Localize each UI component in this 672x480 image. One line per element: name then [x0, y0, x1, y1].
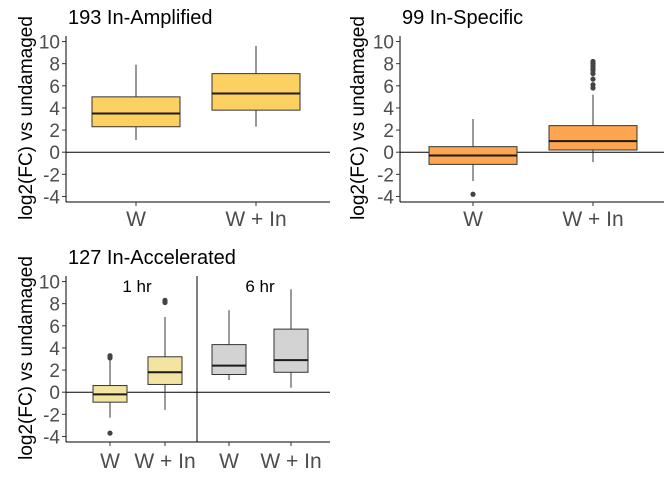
- x-tick-label: W: [126, 208, 146, 231]
- y-tick-label: 0: [49, 383, 60, 404]
- chart-title: 99 In-Specific: [402, 7, 523, 29]
- outlier-point: [590, 58, 596, 65]
- box-2: [548, 58, 638, 163]
- box-1: [428, 119, 518, 197]
- y-tick-label: 8: [383, 55, 394, 76]
- box-body: [211, 344, 247, 375]
- y-tick-label: 6: [49, 77, 60, 98]
- y-tick-label: -2: [43, 405, 60, 426]
- box-1: [92, 353, 128, 436]
- box-2: [147, 297, 183, 410]
- chart-panel-1: 193 In-Amplified log2(FC) vs undamaged -4-…: [16, 7, 330, 231]
- y-tick-label: 6: [383, 77, 394, 98]
- y-tick-label: 4: [383, 99, 394, 120]
- y-tick-label: 0: [383, 143, 394, 164]
- x-tick-label: W: [219, 450, 239, 473]
- y-tick-label: -4: [43, 187, 60, 208]
- box-3: [211, 310, 247, 381]
- y-axis-label: log2(FC) vs undamaged: [16, 256, 37, 460]
- chart-title: 127 In-Accelerated: [68, 247, 236, 269]
- y-axis-label: log2(FC) vs undamaged: [16, 16, 37, 220]
- box-body: [147, 356, 183, 385]
- box-body: [548, 125, 638, 151]
- chart-panel-2: 99 In-Specific log2(FC) vs undamaged -4-20…: [348, 7, 664, 231]
- x-tick-label: W + In: [134, 450, 195, 473]
- facet-label: 1 hr: [122, 277, 152, 296]
- facet-label: 6 hr: [245, 277, 275, 296]
- outlier-point: [470, 191, 476, 197]
- y-tick-label: 10: [39, 273, 60, 294]
- y-tick-label: 0: [49, 143, 60, 164]
- outlier-point: [590, 82, 596, 88]
- y-tick-label: -2: [43, 165, 60, 186]
- y-tick-label: 10: [373, 33, 394, 54]
- box-1: [91, 64, 181, 141]
- y-tick-label: 2: [383, 121, 394, 142]
- box-body: [273, 328, 309, 373]
- x-tick-label: W + In: [225, 208, 286, 231]
- outlier-point: [162, 297, 168, 303]
- y-tick-label: 6: [49, 317, 60, 338]
- y-tick-label: 8: [49, 295, 60, 316]
- y-tick-label: -4: [43, 427, 60, 448]
- y-axis-label: log2(FC) vs undamaged: [348, 16, 369, 220]
- box-body: [211, 73, 301, 111]
- box-4: [273, 289, 309, 388]
- x-tick-label: W + In: [260, 450, 321, 473]
- outlier-point: [590, 76, 596, 82]
- y-tick-label: 4: [49, 99, 60, 120]
- y-tick-label: 8: [49, 55, 60, 76]
- outlier-point: [107, 353, 113, 359]
- y-tick-label: 2: [49, 121, 60, 142]
- x-tick-label: W: [463, 208, 483, 231]
- x-tick-label: W: [100, 450, 120, 473]
- y-tick-label: -4: [377, 187, 394, 208]
- outlier-point: [107, 430, 113, 436]
- y-tick-label: 4: [49, 339, 60, 360]
- y-tick-label: 10: [39, 33, 60, 54]
- box-2: [211, 45, 301, 127]
- chart-panel-3: 127 In-Accelerated log2(FC) vs undamaged -…: [16, 247, 330, 473]
- box-body: [91, 96, 181, 128]
- chart-title: 193 In-Amplified: [68, 7, 213, 29]
- y-tick-label: 2: [49, 361, 60, 382]
- x-tick-label: W + In: [562, 208, 623, 231]
- y-tick-label: -2: [377, 165, 394, 186]
